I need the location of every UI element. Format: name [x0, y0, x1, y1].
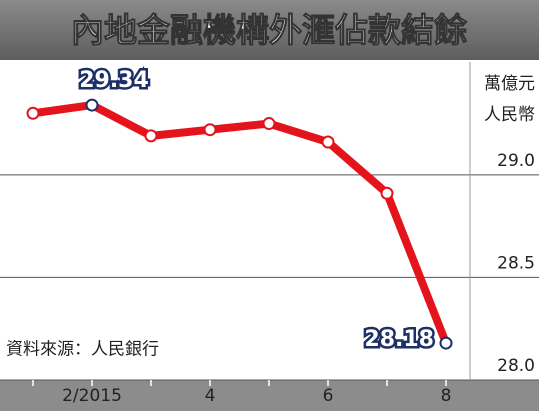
- point: [85, 98, 99, 112]
- point: [144, 129, 158, 143]
- value-label: 28.18: [364, 327, 434, 352]
- x-tick-label: 2/2015: [62, 386, 122, 406]
- y-unit: 萬億元: [484, 74, 535, 94]
- point: [262, 117, 276, 131]
- point: [439, 336, 453, 350]
- x-tick-label: 4: [205, 386, 216, 406]
- x-tick-label: 8: [441, 386, 452, 406]
- x-tick-label: 6: [323, 386, 334, 406]
- y-tick-label: 28.5: [497, 253, 535, 273]
- chart-title: 內地金融機構外滙佔款結餘: [71, 11, 468, 50]
- point: [26, 106, 40, 120]
- point: [380, 186, 394, 200]
- y-unit: 人民幣: [484, 105, 535, 125]
- point: [321, 135, 335, 149]
- y-tick-label: 28.0: [497, 356, 535, 376]
- title-bar: [0, 0, 539, 60]
- y-tick-label: 29.0: [497, 151, 535, 171]
- line: [32, 101, 450, 345]
- point: [203, 123, 217, 137]
- source: 資料來源：人民銀行: [6, 340, 159, 360]
- value-label: 29.34: [79, 68, 149, 93]
